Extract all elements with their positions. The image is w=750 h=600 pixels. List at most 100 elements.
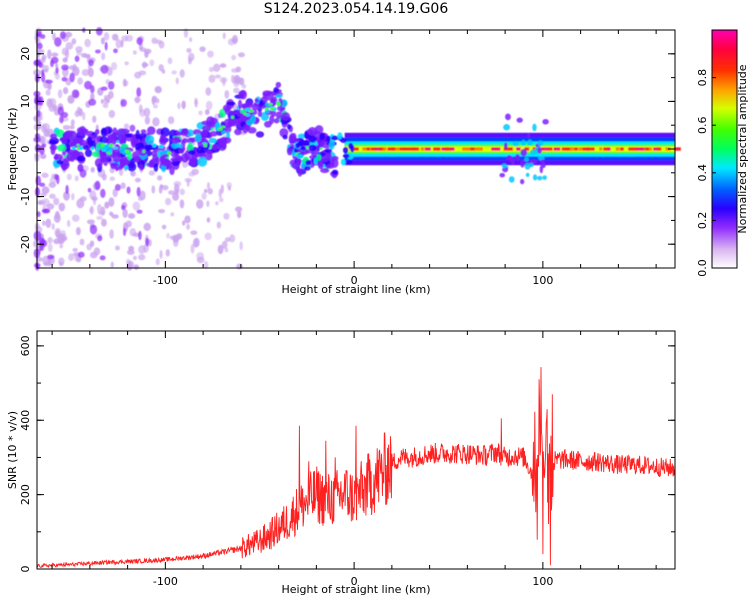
carrier-onset-blob	[340, 158, 346, 166]
spectral-energy-blob	[226, 101, 236, 106]
noise-speckle	[144, 50, 149, 58]
snr-panel: -100 0 100 0 200 400 600 Height of straight li…	[6, 330, 676, 596]
noise-speckle	[161, 69, 166, 74]
noise-speckle	[68, 253, 74, 262]
noise-speckle	[184, 215, 191, 224]
spectral-energy-blob	[270, 109, 277, 118]
spectral-energy-blob	[275, 93, 283, 99]
noise-speckle	[71, 214, 80, 222]
spectral-energy-blob	[234, 128, 242, 136]
bottom-y-tick-label: 400	[19, 410, 32, 431]
noise-speckle	[42, 64, 50, 72]
noise-speckle	[186, 48, 192, 53]
noise-speckle	[161, 185, 169, 191]
spectral-energy-blob	[79, 128, 89, 134]
noise-speckle-strong	[88, 59, 94, 67]
spectral-energy-blob	[237, 99, 243, 110]
carrier-disturbance-blob	[525, 172, 530, 178]
noise-speckle	[120, 39, 124, 48]
noise-speckle	[86, 219, 95, 225]
carrier-peak-segment	[374, 147, 382, 151]
carrier-peak-segment	[395, 147, 401, 151]
carrier-peak-segment	[449, 147, 455, 151]
colorbar-tick-label: 0.0	[696, 259, 709, 277]
noise-speckle-strong	[113, 48, 118, 54]
noise-speckle	[76, 198, 85, 209]
noise-speckle	[103, 32, 110, 41]
spectral-energy-blob	[55, 129, 65, 138]
spectral-energy-blob	[100, 127, 107, 137]
noise-speckle-strong	[120, 99, 127, 107]
noise-speckle	[151, 185, 156, 194]
top-y-tick-label: 20	[19, 47, 32, 61]
noise-speckle	[212, 63, 221, 72]
spectral-energy-blob	[171, 137, 180, 144]
noise-speckle-strong	[77, 251, 85, 258]
noise-speckle	[59, 243, 64, 249]
carrier-peak-segment	[462, 147, 468, 151]
carrier-onset-blob	[296, 141, 304, 147]
carrier-peak-segment	[370, 147, 377, 151]
noise-speckle	[124, 61, 129, 66]
spectral-energy-blob	[244, 101, 253, 109]
noise-speckle-strong	[95, 49, 101, 54]
noise-speckle	[75, 226, 81, 236]
carrier-peak-segment	[424, 147, 431, 151]
carrier-peak-segment	[578, 147, 583, 151]
noise-speckle-strong	[74, 55, 80, 62]
spectral-peak-core	[264, 107, 269, 111]
noise-speckle-strong	[126, 186, 131, 194]
noise-speckle	[138, 245, 146, 254]
spectral-energy-blob	[273, 87, 279, 94]
noise-speckle-strong	[89, 224, 98, 235]
carrier-peak-segment	[673, 147, 681, 151]
noise-speckle	[134, 96, 140, 104]
spectral-peak-core	[276, 101, 280, 105]
spectral-energy-blob	[281, 112, 291, 121]
noise-speckle	[114, 245, 121, 251]
noise-speckle	[165, 249, 170, 257]
noise-speckle	[46, 203, 55, 210]
carrier-peak-segment	[628, 147, 633, 151]
noise-speckle	[167, 116, 175, 125]
carrier-disturbance-blob	[540, 159, 545, 166]
spectral-energy-blob	[251, 103, 260, 111]
carrier-disturbance-blob	[542, 119, 549, 125]
spectral-peak-core	[95, 148, 99, 152]
noise-speckle	[153, 104, 159, 109]
spectral-energy-blob	[239, 89, 247, 100]
noise-speckle	[215, 201, 219, 206]
spectral-peak-core	[319, 147, 323, 150]
noise-speckle-strong	[41, 69, 45, 76]
carrier-peak-segment	[619, 147, 624, 151]
noise-speckle	[167, 57, 173, 65]
carrier-disturbance-blob	[503, 123, 511, 131]
spectral-energy-blob	[94, 129, 100, 135]
bottom-x-tick-label: -100	[153, 575, 178, 588]
carrier-disturbance-blob	[514, 154, 521, 162]
noise-speckle	[206, 200, 210, 207]
spectral-energy-blob	[89, 140, 97, 149]
spectral-energy-blob	[145, 150, 152, 157]
spectral-energy-blob	[187, 142, 194, 153]
noise-speckle	[171, 70, 177, 75]
noise-speckle	[166, 233, 170, 239]
carrier-peak-segment	[648, 147, 653, 151]
spectral-energy-blob	[56, 160, 64, 165]
spectral-energy-blob	[211, 143, 219, 151]
carrier-disturbance-blob	[520, 148, 528, 157]
carrier-peak-segment	[603, 147, 610, 151]
noise-speckle	[179, 69, 185, 78]
spectral-energy-blob	[192, 129, 202, 136]
noise-speckle	[54, 210, 60, 219]
spectral-peak-core	[268, 103, 273, 106]
carrier-disturbance-blob	[501, 163, 507, 169]
top-x-tick-label: -100	[153, 274, 178, 287]
noise-speckle-strong	[145, 237, 150, 247]
spectral-energy-blob	[194, 133, 202, 143]
noise-speckle	[226, 182, 232, 189]
carrier-peak-segment	[549, 147, 553, 151]
noise-speckle-strong	[59, 31, 66, 40]
spectral-energy-blob	[159, 155, 166, 164]
